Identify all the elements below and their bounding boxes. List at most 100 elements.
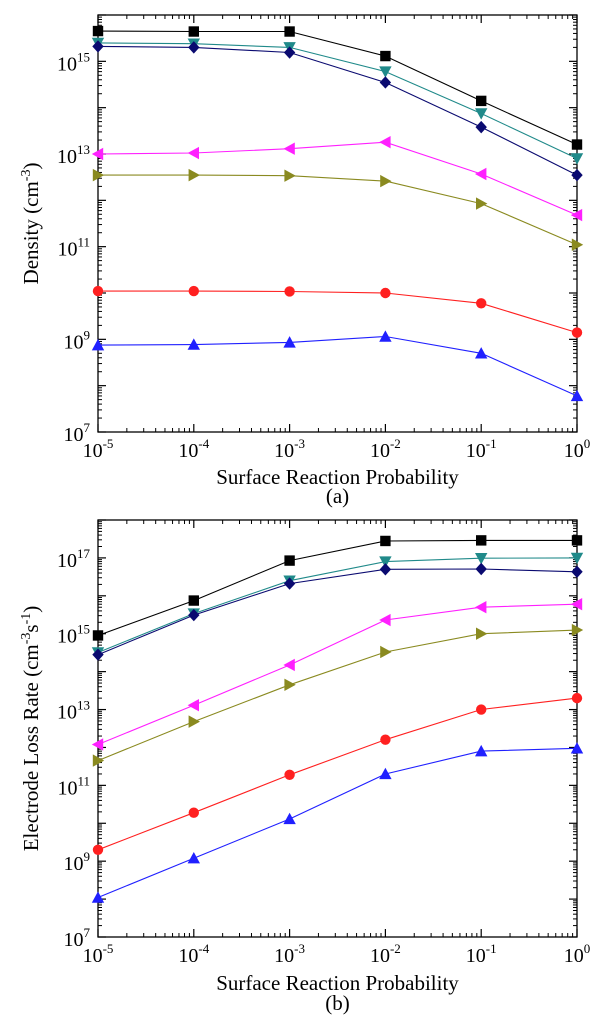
panel-label: (a) (326, 484, 349, 508)
data-point-series-3-3 (379, 563, 392, 576)
data-point-series-5-4 (476, 627, 488, 640)
data-point-series-5-3 (380, 174, 392, 188)
series-4 (91, 598, 583, 751)
data-point-series-3-5 (571, 565, 583, 579)
data-point-series-5-0 (92, 754, 105, 767)
series-7 (91, 330, 584, 402)
data-point-series-1-0 (92, 25, 104, 37)
series-1 (92, 535, 583, 641)
series-7 (91, 742, 584, 903)
data-point-series-5-0 (92, 168, 105, 182)
series-line-4 (97, 141, 578, 216)
x-axis-label: Surface Reaction Probability (216, 465, 459, 489)
data-point-series-2-5 (570, 552, 584, 565)
y-tick-label: 107 (64, 925, 91, 951)
data-point-series-4-3 (379, 613, 391, 627)
data-point-series-7-4 (475, 744, 488, 757)
data-point-series-6-3 (380, 287, 391, 299)
data-point-series-3-2 (283, 577, 296, 590)
series-line-1 (97, 30, 578, 146)
data-point-series-2-3 (379, 556, 392, 568)
data-point-series-7-2 (283, 812, 296, 825)
x-tick-label: 10-2 (370, 436, 401, 462)
series-1 (92, 25, 583, 150)
data-point-series-5-5 (571, 238, 584, 251)
data-point-series-7-3 (379, 330, 392, 342)
data-point-series-1-4 (476, 535, 487, 546)
series-line-5 (98, 174, 578, 246)
series-6 (92, 692, 583, 855)
data-point-series-7-0 (91, 891, 105, 903)
data-point-series-3-2 (283, 46, 296, 59)
y-tick-label: 1015 (57, 622, 90, 648)
data-point-series-3-4 (475, 562, 487, 576)
x-tick-label: 10-4 (178, 941, 209, 967)
data-point-series-4-2 (283, 142, 295, 155)
data-point-series-6-2 (284, 769, 295, 780)
x-tick-label: 10-1 (466, 436, 497, 462)
data-point-series-1-1 (188, 595, 199, 606)
data-point-series-5-5 (571, 623, 584, 637)
y-tick-label: 1017 (57, 546, 91, 572)
series-line-7 (97, 747, 578, 899)
series-line-2 (97, 42, 578, 159)
data-point-series-6-3 (380, 734, 391, 745)
data-point-series-4-1 (187, 146, 199, 160)
data-point-series-3-5 (571, 168, 583, 182)
y-tick-label: 1015 (57, 49, 90, 75)
data-point-series-7-5 (570, 742, 584, 754)
data-point-series-3-4 (475, 120, 487, 134)
y-tick-label: 1013 (57, 698, 90, 724)
data-point-series-4-4 (475, 601, 487, 614)
y-tick-label: 1011 (57, 235, 90, 261)
data-point-series-1-5 (571, 535, 583, 546)
data-point-series-2-5 (570, 153, 584, 165)
data-point-series-3-0 (92, 40, 104, 53)
data-point-series-7-1 (187, 851, 200, 864)
series-line-7 (97, 335, 578, 397)
y-tick-label: 1011 (57, 773, 90, 799)
x-tick-label: 10-5 (83, 941, 114, 967)
data-point-series-4-0 (91, 147, 104, 161)
data-point-series-5-2 (284, 169, 296, 182)
data-point-series-1-5 (571, 139, 583, 150)
data-point-series-4-2 (283, 658, 295, 672)
data-point-series-1-3 (380, 535, 391, 547)
data-point-series-7-5 (570, 389, 584, 402)
data-point-series-4-0 (91, 738, 104, 751)
panel-label: (b) (325, 991, 350, 1015)
data-point-series-1-0 (92, 630, 104, 641)
y-tick-label: 109 (64, 327, 91, 353)
series-4 (91, 135, 583, 222)
x-tick-label: 10-3 (274, 941, 305, 967)
data-point-series-7-1 (187, 338, 200, 350)
data-point-series-5-2 (284, 678, 296, 691)
x-tick-label: 100 (564, 436, 591, 462)
data-point-series-7-3 (379, 767, 392, 780)
data-point-series-1-4 (476, 95, 487, 107)
data-point-series-5-3 (380, 645, 392, 659)
x-tick-label: 10-1 (466, 941, 497, 967)
data-point-series-3-0 (92, 648, 104, 661)
data-point-series-6-0 (92, 844, 104, 855)
series-2 (91, 552, 584, 659)
chart-panel-a: 10-5 10-4 10-3 10-2 10-1 100 107 109 1011 1013 101… (19, 14, 591, 508)
series-line-6 (97, 697, 578, 851)
series-line-3 (97, 568, 578, 656)
x-tick-label: 100 (564, 941, 591, 967)
y-tick-label: 109 (64, 849, 91, 875)
series-line-4 (97, 603, 578, 746)
data-point-series-6-5 (571, 692, 583, 704)
data-point-series-2-4 (475, 553, 488, 565)
plot-frame (97, 519, 578, 938)
data-point-series-4-1 (187, 699, 199, 712)
series-3 (92, 562, 583, 661)
data-point-series-1-1 (188, 26, 199, 37)
data-point-series-4-4 (475, 167, 487, 181)
x-tick-label: 10-2 (370, 941, 401, 967)
data-point-series-6-1 (188, 285, 199, 297)
series-line-1 (97, 539, 577, 637)
x-axis-label: Surface Reaction Probability (216, 971, 459, 995)
data-point-series-4-5 (570, 598, 583, 611)
data-point-series-7-0 (91, 338, 105, 351)
